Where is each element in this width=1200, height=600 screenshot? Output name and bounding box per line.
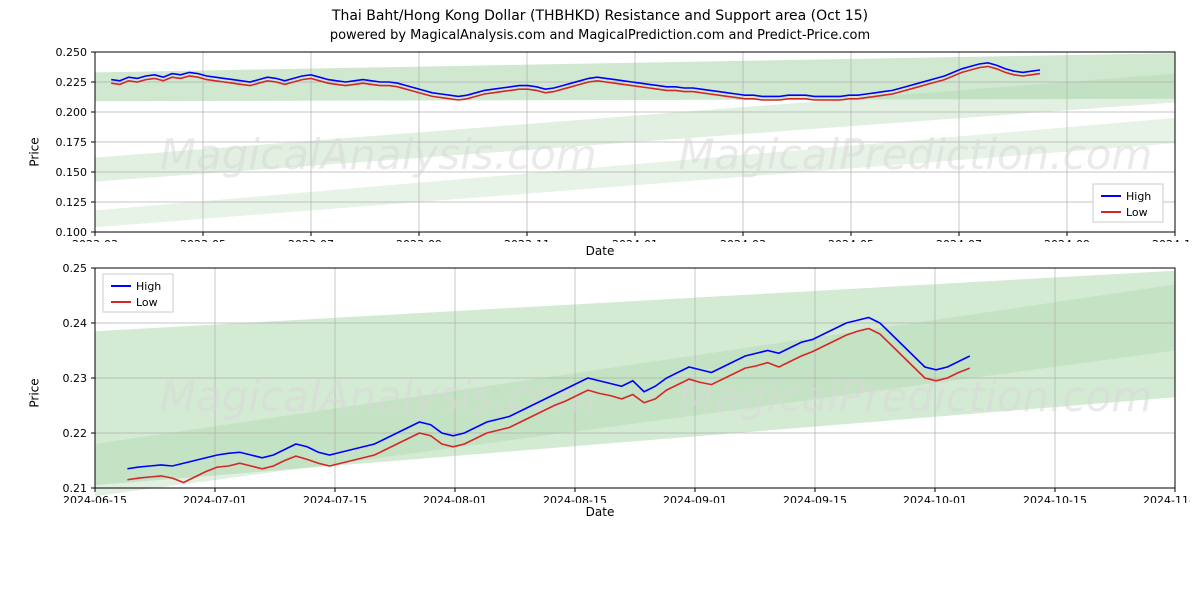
svg-text:2024-09-15: 2024-09-15 [783,494,847,503]
chart-top-svg: 0.1000.1250.1500.1750.2000.2250.2502023-… [10,47,1190,242]
chart-bottom-svg: 0.210.220.230.240.252024-06-152024-07-01… [10,263,1190,503]
svg-text:0.175: 0.175 [56,136,88,149]
svg-text:2023-09: 2023-09 [396,238,442,242]
svg-text:Low: Low [136,296,158,309]
svg-text:0.22: 0.22 [63,427,88,440]
svg-text:0.250: 0.250 [56,47,88,59]
svg-text:MagicalAnalysis.com: MagicalAnalysis.com [160,372,597,421]
svg-text:0.150: 0.150 [56,166,88,179]
x-axis-label-bottom: Date [10,505,1190,519]
svg-text:Low: Low [1126,206,1148,219]
svg-text:2023-07: 2023-07 [288,238,334,242]
svg-text:2024-11: 2024-11 [1152,238,1190,242]
svg-text:2023-05: 2023-05 [180,238,226,242]
svg-text:2024-03: 2024-03 [720,238,766,242]
svg-text:0.225: 0.225 [56,76,88,89]
svg-text:0.125: 0.125 [56,196,88,209]
chart-title: Thai Baht/Hong Kong Dollar (THBHKD) Resi… [0,0,1200,24]
svg-text:2024-07: 2024-07 [936,238,982,242]
y-axis-label-bottom: Price [28,378,42,407]
svg-text:MagicalPrediction.com: MagicalPrediction.com [678,372,1152,421]
svg-text:2024-06-15: 2024-06-15 [63,494,127,503]
svg-text:2024-09-01: 2024-09-01 [663,494,727,503]
svg-text:2024-11-01: 2024-11-01 [1143,494,1190,503]
x-axis-label-top: Date [10,244,1190,258]
svg-text:High: High [136,280,161,293]
chart-bottom: Price 0.210.220.230.240.252024-06-152024… [10,263,1190,523]
chart-top: Price 0.1000.1250.1500.1750.2000.2250.25… [10,47,1190,257]
y-axis-label-top: Price [28,137,42,166]
svg-text:MagicalPrediction.com: MagicalPrediction.com [678,130,1152,179]
svg-text:0.25: 0.25 [63,263,88,275]
svg-text:MagicalAnalysis.com: MagicalAnalysis.com [160,130,597,179]
svg-text:2024-08-01: 2024-08-01 [423,494,487,503]
svg-text:2024-07-15: 2024-07-15 [303,494,367,503]
svg-text:2024-05: 2024-05 [828,238,874,242]
chart-subtitle: powered by MagicalAnalysis.com and Magic… [0,24,1200,47]
svg-text:2024-07-01: 2024-07-01 [183,494,247,503]
svg-text:2024-09: 2024-09 [1044,238,1090,242]
svg-text:2023-11: 2023-11 [504,238,550,242]
svg-text:2024-10-01: 2024-10-01 [903,494,967,503]
svg-text:2024-08-15: 2024-08-15 [543,494,607,503]
svg-text:High: High [1126,190,1151,203]
svg-text:0.200: 0.200 [56,106,88,119]
figure-container: Thai Baht/Hong Kong Dollar (THBHKD) Resi… [0,0,1200,600]
svg-text:2023-03: 2023-03 [72,238,118,242]
svg-text:0.23: 0.23 [63,372,88,385]
svg-text:0.24: 0.24 [63,317,88,330]
svg-text:2024-10-15: 2024-10-15 [1023,494,1087,503]
svg-text:2024-01: 2024-01 [612,238,658,242]
